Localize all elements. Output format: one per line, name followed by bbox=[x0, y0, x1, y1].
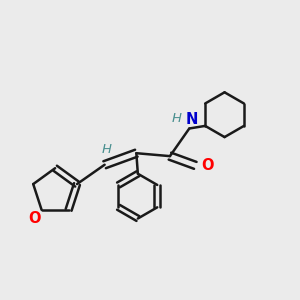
Text: H: H bbox=[171, 112, 182, 125]
Text: N: N bbox=[186, 112, 198, 127]
Text: H: H bbox=[101, 143, 111, 156]
Text: O: O bbox=[28, 211, 41, 226]
Text: O: O bbox=[201, 158, 213, 173]
